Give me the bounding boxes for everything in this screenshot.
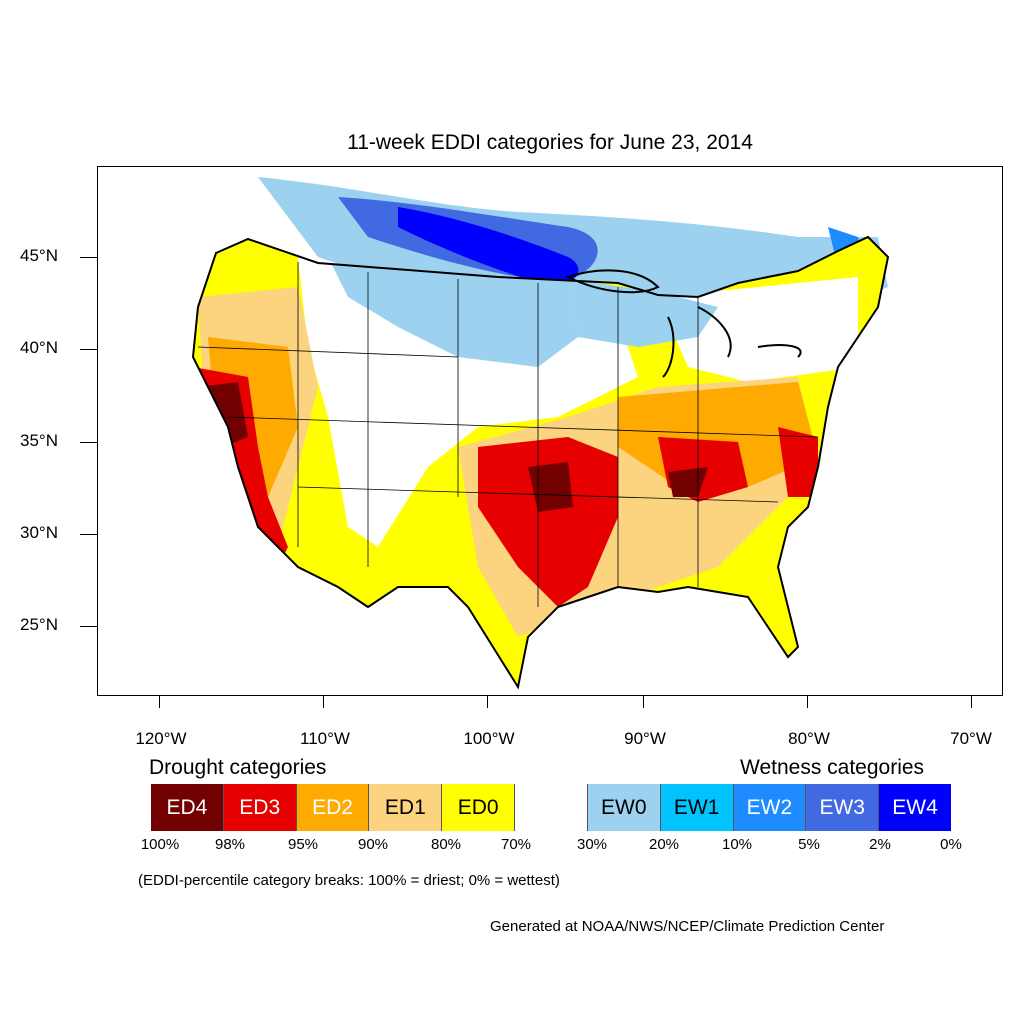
pct-70: 70% — [500, 836, 532, 853]
lon-tick — [643, 696, 644, 708]
pct-95: 95% — [287, 836, 319, 853]
pct-2: 2% — [869, 836, 891, 853]
lat-label-40: 40°N — [20, 338, 58, 357]
drought-ed3-texas-oklahoma — [478, 437, 618, 607]
pct-90: 90% — [357, 836, 389, 853]
lat-tick — [80, 534, 97, 535]
legend-ed0: ED0 — [442, 784, 516, 831]
legend-ed2: ED2 — [296, 784, 370, 831]
map-area — [97, 166, 1003, 696]
wet-region-ew4 — [398, 207, 579, 286]
legend-neutral — [515, 784, 588, 831]
lat-label-45: 45°N — [20, 246, 58, 265]
edddi-map — [191, 177, 890, 690]
legend-ew1: EW1 — [660, 784, 734, 831]
wet-region-plains — [328, 257, 578, 367]
category-note: (EDDI-percentile category breaks: 100% =… — [138, 872, 560, 889]
lat-label-35: 35°N — [20, 431, 58, 450]
drought-ed3-carolinas — [778, 427, 818, 497]
lon-label-70: 70°W — [950, 729, 992, 748]
legend-ew0: EW0 — [587, 784, 661, 831]
lon-tick — [323, 696, 324, 708]
pct-100: 100% — [140, 836, 180, 853]
us-outline — [191, 235, 890, 690]
lat-tick — [80, 257, 97, 258]
credit-line: Generated at NOAA/NWS/NCEP/Climate Predi… — [490, 918, 885, 935]
legend-colorbar: ED4 ED3 ED2 ED1 ED0 EW0 EW1 EW2 EW3 EW4 — [151, 784, 951, 831]
state-boundaries — [197, 262, 819, 607]
lon-label-110: 110°W — [300, 729, 350, 748]
lon-label-100: 100°W — [463, 729, 515, 748]
pct-10: 10% — [721, 836, 753, 853]
pct-5: 5% — [798, 836, 820, 853]
great-lakes — [565, 269, 802, 378]
pct-30: 30% — [576, 836, 608, 853]
lon-tick — [487, 696, 488, 708]
drought-ed4-oklahoma — [528, 462, 573, 512]
legend-ew2: EW2 — [733, 784, 807, 831]
legend-ew4: EW4 — [879, 784, 951, 831]
legend-ed4: ED4 — [151, 784, 224, 831]
wetness-heading: Wetness categories — [740, 756, 925, 779]
lat-label-30: 30°N — [20, 523, 58, 542]
wet-region-midwest — [568, 279, 718, 347]
lon-label-90: 90°W — [624, 729, 666, 748]
neutral-region-northeast — [658, 277, 858, 382]
lon-label-120: 120°W — [135, 729, 187, 748]
lat-tick — [80, 349, 97, 350]
lon-label-80: 80°W — [788, 729, 830, 748]
legend-ew3: EW3 — [806, 784, 880, 831]
pct-80: 80% — [430, 836, 462, 853]
pct-98: 98% — [214, 836, 246, 853]
lat-label-25: 25°N — [20, 615, 58, 634]
lat-tick — [80, 442, 97, 443]
lon-tick — [807, 696, 808, 708]
pct-20: 20% — [648, 836, 680, 853]
legend-ed3: ED3 — [223, 784, 297, 831]
lon-tick — [159, 696, 160, 708]
legend-ed1: ED1 — [369, 784, 443, 831]
pct-0: 0% — [940, 836, 962, 853]
lat-tick — [80, 626, 97, 627]
map-title: 11-week EDDI categories for June 23, 201… — [347, 131, 753, 154]
drought-heading: Drought categories — [149, 756, 327, 779]
lon-tick — [971, 696, 972, 708]
